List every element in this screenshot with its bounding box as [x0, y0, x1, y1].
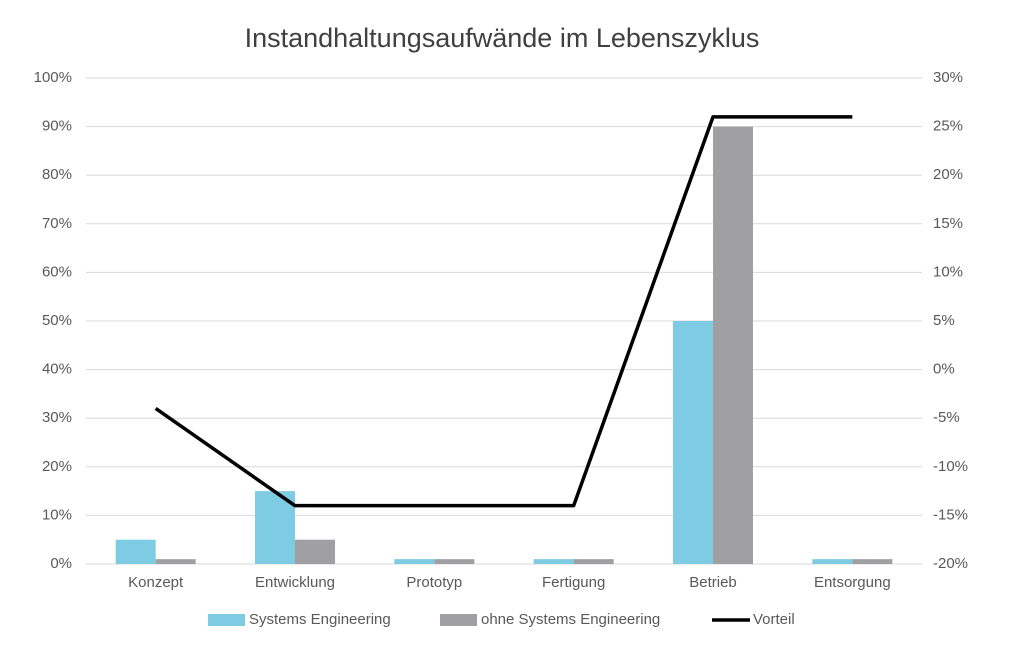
bar: [573, 559, 614, 564]
bar: [255, 491, 295, 564]
bar: [295, 539, 335, 564]
y2-tick-label: 5%: [933, 312, 955, 329]
y-tick-label: 90%: [42, 118, 72, 135]
y2-tick-label: 15%: [933, 215, 963, 232]
line-series: [154, 115, 853, 508]
bar: [673, 321, 713, 564]
y2-tick-label: 25%: [933, 118, 963, 135]
bar: [812, 559, 853, 564]
bar: [852, 559, 893, 564]
y2-tick-label: -15%: [933, 506, 968, 523]
y2-tick-label: 30%: [933, 69, 963, 86]
y2-tick-label: -20%: [933, 555, 968, 572]
y-tick-label: 0%: [50, 555, 72, 572]
y-tick-label: 10%: [42, 506, 72, 523]
y2-tick-label: 0%: [933, 361, 955, 378]
x-tick-label: Konzept: [128, 574, 184, 591]
y2-tick-label: -10%: [933, 458, 968, 475]
legend-label: Systems Engineering: [249, 611, 391, 628]
x-tick-label: Entwicklung: [255, 574, 335, 591]
legend-label: ohne Systems Engineering: [481, 611, 660, 628]
bar: [713, 126, 753, 564]
y-tick-label: 40%: [42, 361, 72, 378]
y2-tick-label: 10%: [933, 263, 963, 280]
bar: [533, 559, 574, 564]
y2-tick-label: -5%: [933, 409, 960, 426]
bar: [115, 539, 156, 564]
x-tick-label: Betrieb: [689, 574, 737, 591]
x-tick-label: Fertigung: [542, 574, 605, 591]
bar: [394, 559, 435, 564]
chart-title: Instandhaltungsaufwände im Lebenszyklus: [245, 23, 760, 53]
x-tick-label: Prototyp: [406, 574, 462, 591]
y-tick-label: 60%: [42, 263, 72, 280]
y-tick-label: 100%: [34, 69, 72, 86]
bar: [434, 559, 475, 564]
legend-label: Vorteil: [753, 611, 795, 628]
y2-tick-label: 20%: [933, 166, 963, 183]
legend-swatch: [208, 614, 245, 626]
y-tick-label: 20%: [42, 458, 72, 475]
y-tick-label: 30%: [42, 409, 72, 426]
x-tick-label: Entsorgung: [814, 574, 891, 591]
y-tick-label: 70%: [42, 215, 72, 232]
y-tick-label: 50%: [42, 312, 72, 329]
bar: [155, 559, 196, 564]
y-tick-label: 80%: [42, 166, 72, 183]
legend-swatch: [440, 614, 477, 626]
